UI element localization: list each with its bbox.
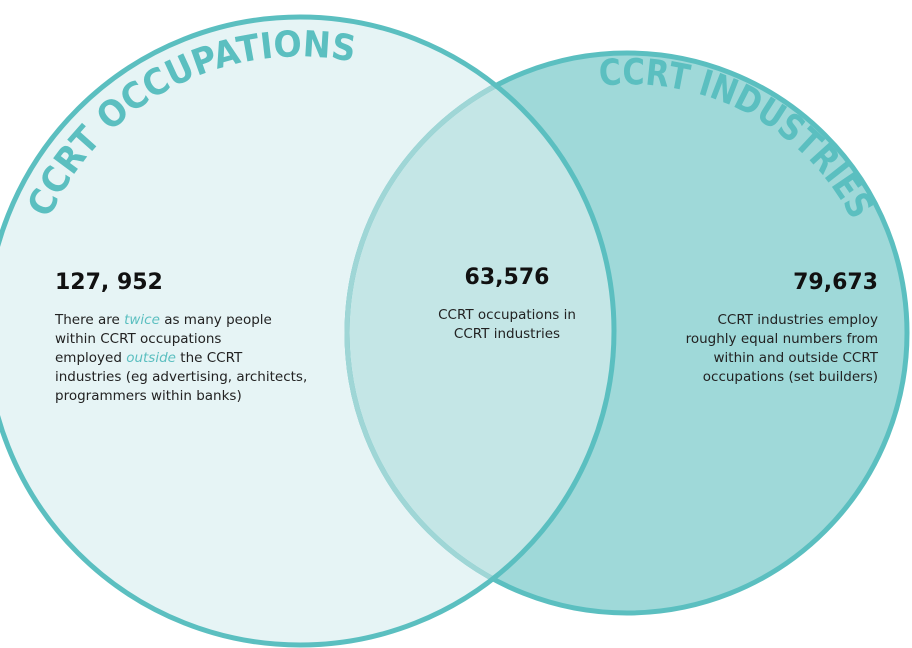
description-line: industries (eg advertising, architects,: [55, 368, 307, 387]
left-circle-outline: [0, 14, 617, 648]
count: 63,576: [464, 265, 550, 290]
text: as many people: [159, 312, 272, 328]
description-line: CCRT industries: [407, 325, 607, 344]
text: programmers within banks): [55, 388, 242, 404]
text: CCRT industries: [453, 326, 561, 342]
text: CCRT occupations in: [438, 307, 576, 323]
text: within and outside CCRT: [713, 350, 879, 366]
text: the CCRT: [175, 350, 243, 366]
count: 127, 952: [55, 270, 163, 295]
description-line: CCRT industries employ: [686, 311, 878, 330]
description-line: within CCRT occupations: [55, 330, 307, 349]
intersection: [347, 53, 614, 613]
description-line: roughly equal numbers from: [686, 330, 878, 349]
emphasis: twice: [124, 312, 160, 328]
description-line: employed outside the CCRT: [55, 349, 307, 368]
right-block: 79,673 CCRT industries employ roughly equ…: [686, 270, 878, 387]
count: 79,673: [793, 270, 878, 295]
intersection-block: 63,576 CCRT occupations in CCRT industrie…: [407, 265, 607, 344]
emphasis: outside: [126, 350, 176, 366]
intersection-outline: [344, 50, 614, 616]
left-block: 127, 952 There are twice as many people w…: [55, 270, 307, 406]
description-line: programmers within banks): [55, 387, 307, 406]
text: industries (eg advertising, architects,: [55, 369, 308, 385]
text: occupations (set builders): [702, 369, 878, 385]
text: roughly equal numbers from: [685, 331, 878, 347]
description-line: CCRT occupations in: [407, 306, 607, 325]
text: CCRT industries employ: [717, 312, 878, 328]
text: within CCRT occupations: [55, 331, 222, 347]
description-line: occupations (set builders): [686, 368, 878, 387]
text: employed: [55, 350, 127, 366]
description-line: There are twice as many people: [55, 311, 307, 330]
description-line: within and outside CCRT: [686, 349, 879, 368]
text: There are: [55, 312, 125, 328]
